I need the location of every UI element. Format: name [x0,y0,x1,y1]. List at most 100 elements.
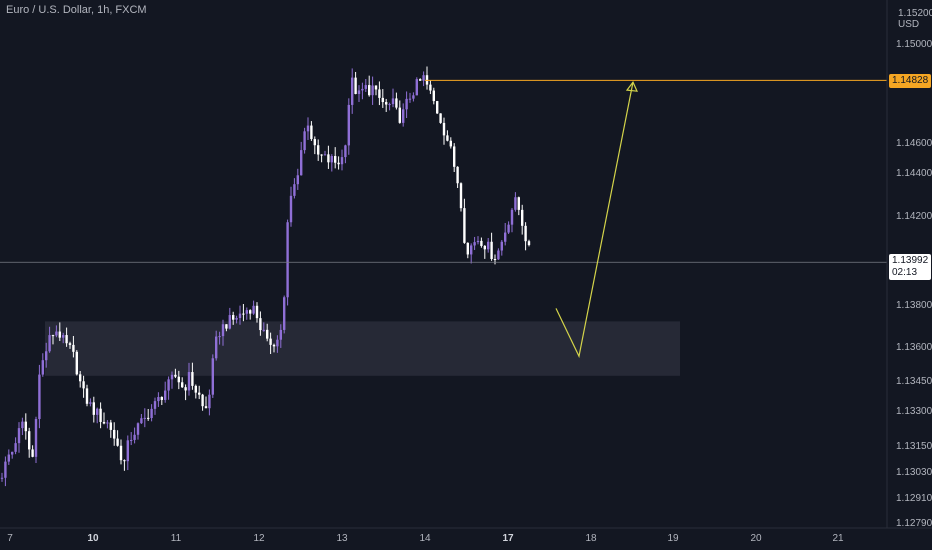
candle-body [65,335,68,344]
candle-body [456,166,459,184]
candle-body [330,156,333,163]
candle-body [500,241,503,251]
candle-body [4,461,7,478]
candle-body [313,139,316,146]
candle-body [51,335,55,337]
candle-body [269,338,272,345]
candle-body [109,422,112,430]
candle-body [238,313,242,319]
candle-body [143,417,146,419]
candle-body [58,331,61,338]
candle-body [521,209,524,226]
candle-body [170,374,174,380]
candle-body [102,421,106,424]
candle-body [381,97,384,103]
candle-body [228,315,231,329]
candle-body [306,125,310,132]
candle-body [194,385,197,393]
x-tick-label: 18 [585,533,597,544]
candle-body [232,315,235,320]
current-price-value: 1.13992 [892,255,929,266]
y-tick-label: 1.12910 [896,493,932,504]
candle-body [68,343,72,345]
candle-body [300,150,303,176]
candle-body [327,154,330,163]
candle-body [466,242,469,255]
candle-body [198,392,201,395]
candle-body [119,445,123,461]
candle-body [320,154,323,156]
x-tick-label: 13 [336,533,348,544]
candle-body [310,125,313,140]
candle-body [85,388,89,404]
x-tick-label: 21 [832,533,844,544]
candle-body [395,98,398,108]
candle-body [126,440,129,462]
candle-body [181,382,184,388]
candle-body [276,339,279,347]
candle-body [208,394,211,409]
candle-body [357,90,361,94]
candle-body [436,101,439,114]
candle-body [337,162,340,165]
candle-body [215,336,218,359]
candle-body [262,329,265,331]
candle-body [303,131,306,151]
y-tick-label: 1.13600 [896,342,932,353]
candle-body [160,397,163,400]
candle-body [201,394,204,407]
y-tick-label: 1.13150 [896,441,932,452]
x-tick-label: 12 [253,533,265,544]
candle-body [177,376,180,383]
y-tick-label: 1.12790 [896,518,932,529]
candle-body [514,197,517,210]
candle-body [249,310,252,314]
y-tick-label: 1.13030 [896,467,932,478]
candle-body [296,175,299,185]
candle-body [79,374,82,382]
current-price-tag: 1.13992 02:13 [889,254,931,280]
candle-body [21,421,24,429]
candle-body [187,372,191,391]
projection-arrow [555,82,634,359]
candle-body [371,85,374,96]
candle-body [391,98,395,105]
candle-body [242,313,245,315]
candle-body [252,305,255,314]
candle-body [524,225,527,242]
y-tick-label: 1.14600 [896,138,932,149]
x-tick-label: 17 [502,533,514,544]
candle-body [439,113,442,123]
candle-body [459,183,463,209]
candle-body [24,421,27,432]
candle-body [92,402,95,415]
candle-body [517,197,520,210]
x-tick-label: 20 [750,533,762,544]
y-tick-label: 1.15000 [896,39,932,50]
candle-body [255,305,259,319]
candle-body [490,241,493,260]
candle-body [34,419,38,457]
candle-body [480,240,483,246]
candle-body [283,297,286,330]
projection-arrowhead [625,80,638,92]
candle-body [388,104,391,106]
candle-body [259,318,262,331]
candle-body [323,154,327,156]
x-tick-label: 10 [87,533,99,544]
axis-header: 1.15200 USD [898,8,932,30]
candle-body [398,107,401,123]
candle-body [28,431,31,450]
candle-body [344,145,347,158]
candle-body [408,98,412,100]
candle-body [415,79,418,96]
candle-body [463,208,466,243]
candle-body [378,89,381,98]
candle-body [279,329,282,340]
candle-body [164,390,167,400]
candle-body [510,209,514,225]
candle-body [317,145,320,155]
candle-body [527,241,531,246]
candle-body [17,428,21,444]
